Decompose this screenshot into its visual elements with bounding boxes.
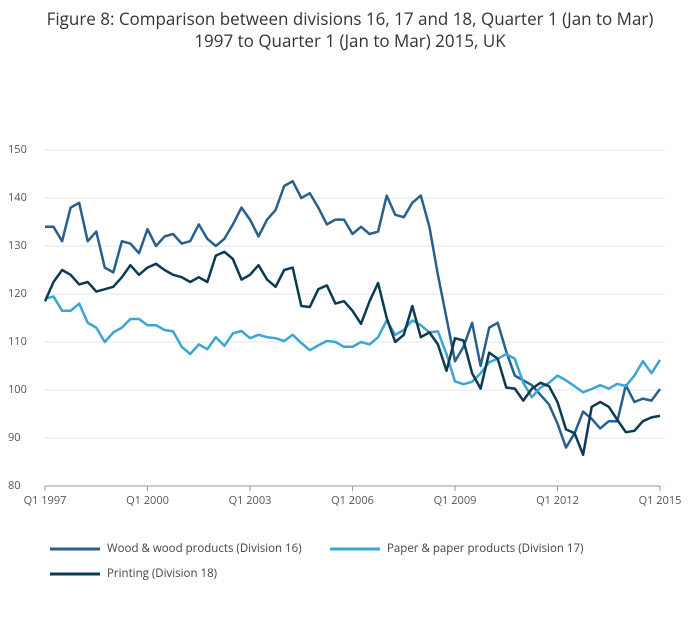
- y-tick-label: 150: [8, 142, 27, 157]
- x-tick-label: Q1 2012: [536, 493, 579, 508]
- legend-label: Wood & wood products (Division 16): [107, 541, 302, 556]
- line-series: [43, 250, 661, 457]
- y-tick-label: 110: [8, 334, 27, 349]
- x-tick-label: Q1 2006: [331, 493, 374, 508]
- y-tick-label: 140: [8, 190, 27, 205]
- legend-label: Paper & paper products (Division 17): [387, 541, 583, 556]
- y-tick-label: 80: [8, 478, 21, 493]
- y-tick-label: 90: [8, 430, 21, 445]
- y-tick-label: 120: [8, 286, 27, 301]
- y-tick-label: 100: [8, 382, 27, 397]
- chart-title: Figure 8: Comparison between divisions 1…: [46, 7, 654, 52]
- x-tick-label: Q1 2000: [126, 493, 169, 508]
- legend-label: Printing (Division 18): [107, 566, 217, 581]
- line-series: [45, 179, 662, 449]
- x-tick-label: Q1 1997: [24, 493, 67, 508]
- x-tick-label: Q1 2015: [639, 493, 682, 508]
- x-tick-label: Q1 2003: [229, 493, 272, 508]
- line-series: [44, 295, 662, 399]
- y-tick-label: 130: [8, 238, 27, 253]
- x-tick-label: Q1 2009: [434, 493, 477, 508]
